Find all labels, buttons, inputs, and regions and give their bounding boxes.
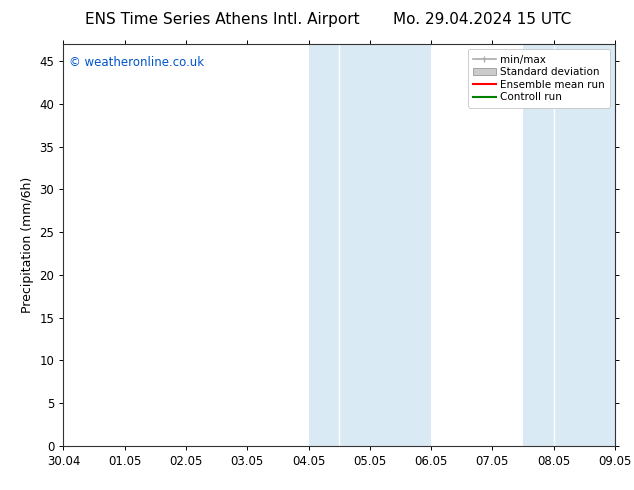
- Legend: min/max, Standard deviation, Ensemble mean run, Controll run: min/max, Standard deviation, Ensemble me…: [467, 49, 610, 107]
- Y-axis label: Precipitation (mm/6h): Precipitation (mm/6h): [21, 177, 34, 313]
- Text: Mo. 29.04.2024 15 UTC: Mo. 29.04.2024 15 UTC: [392, 12, 571, 27]
- Text: © weatheronline.co.uk: © weatheronline.co.uk: [69, 56, 204, 69]
- Bar: [309, 44, 339, 446]
- Bar: [553, 44, 615, 446]
- Bar: [339, 44, 431, 446]
- Text: ENS Time Series Athens Intl. Airport: ENS Time Series Athens Intl. Airport: [84, 12, 359, 27]
- Bar: [523, 44, 553, 446]
